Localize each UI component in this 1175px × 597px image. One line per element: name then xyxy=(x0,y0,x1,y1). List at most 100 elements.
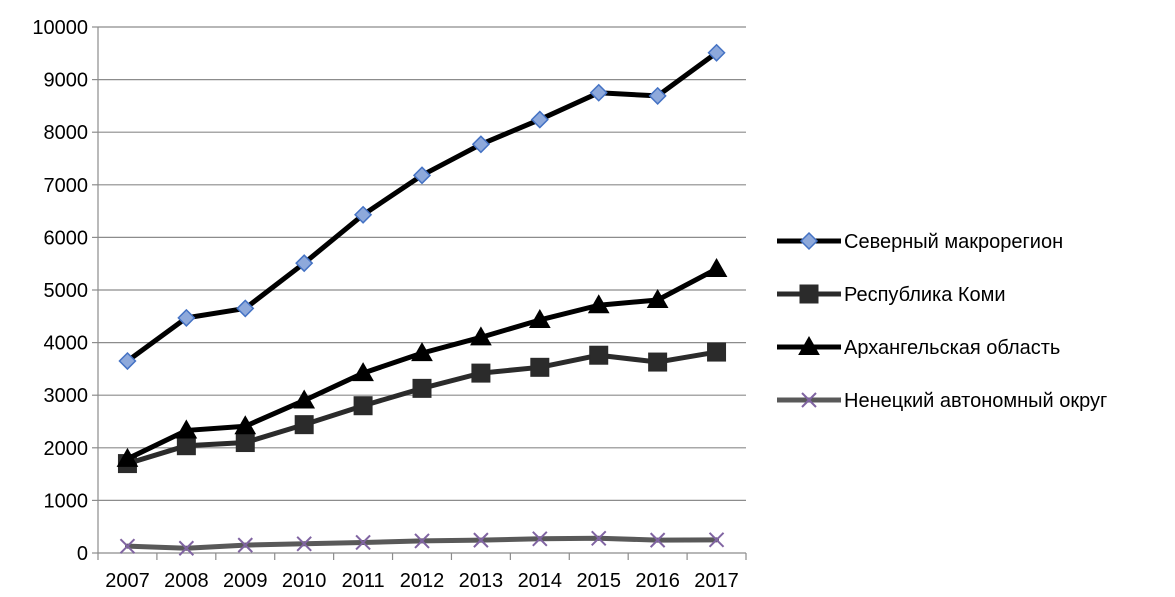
x-tick-labels: 2007 2008 2009 2010 2011 2012 2013 2014 2015 2016… xyxy=(105,570,739,592)
marker-stroke xyxy=(801,392,817,408)
data-point xyxy=(414,533,430,549)
data-point xyxy=(236,299,255,318)
y-tick-label: 6000 xyxy=(44,227,89,249)
x-tick-label: 2015 xyxy=(576,570,621,592)
legend-label: Северный макрорегион xyxy=(844,231,1063,253)
data-point xyxy=(471,363,491,383)
y-tick-label: 10000 xyxy=(32,17,88,39)
x-tick-label: 2010 xyxy=(282,570,327,592)
legend-label: Республика Коми xyxy=(844,284,1006,306)
data-point xyxy=(530,357,550,377)
data-point xyxy=(235,433,255,453)
y-tick-label: 2000 xyxy=(44,438,89,460)
data-point xyxy=(293,389,316,409)
x-tick-label: 2016 xyxy=(635,570,680,592)
legend-item-3: Архангельская область xyxy=(777,335,1060,359)
x-tick-label: 2011 xyxy=(342,570,385,592)
y-tick-label: 4000 xyxy=(44,333,89,355)
x-tick-label: 2012 xyxy=(400,570,445,592)
x-tick-label: 2008 xyxy=(164,570,209,592)
data-point xyxy=(705,257,728,277)
series-2 xyxy=(117,342,727,474)
legend: Северный макрорегион Республика Коми Архан… xyxy=(777,231,1107,412)
data-point xyxy=(412,378,432,398)
data-point xyxy=(471,135,490,154)
marker-stroke xyxy=(119,538,136,554)
y-tick-label: 7000 xyxy=(44,175,89,197)
legend-item-1: Северный макрорегион xyxy=(777,231,1063,253)
series-1 xyxy=(118,43,726,371)
y-tick-labels: 0 1000 2000 3000 4000 5000 6000 7000 8000 9000 100… xyxy=(32,17,88,565)
series-line xyxy=(124,50,720,364)
data-point xyxy=(591,530,607,546)
data-point xyxy=(589,345,609,365)
series-group xyxy=(116,43,728,556)
axes xyxy=(92,26,747,560)
y-tick-label: 9000 xyxy=(44,70,89,92)
x-tick-label: 2013 xyxy=(459,570,504,592)
marker-stroke xyxy=(649,532,666,548)
data-point xyxy=(532,531,548,547)
legend-marker xyxy=(799,284,819,304)
data-point xyxy=(649,532,666,548)
x-tick-label: 2009 xyxy=(223,570,268,592)
marker-stroke xyxy=(532,531,548,547)
y-tick-label: 1000 xyxy=(44,490,89,512)
data-point xyxy=(411,342,433,362)
data-point xyxy=(116,447,139,467)
data-point xyxy=(355,534,371,551)
marker-stroke xyxy=(355,534,371,551)
y-tick-label: 5000 xyxy=(44,280,89,302)
data-point xyxy=(528,308,551,328)
legend-marker xyxy=(799,231,819,251)
legend-label: Ненецкий автономный округ xyxy=(844,390,1107,412)
series-4 xyxy=(119,530,725,556)
y-tick-label: 0 xyxy=(77,543,88,565)
marker-stroke xyxy=(296,536,312,552)
gridlines xyxy=(98,26,746,501)
data-point xyxy=(530,110,549,129)
data-point xyxy=(648,86,667,105)
x-tick-label: 2017 xyxy=(694,570,739,592)
data-point xyxy=(118,351,137,371)
data-point xyxy=(176,436,196,456)
data-point xyxy=(177,308,196,327)
series-line xyxy=(124,349,720,467)
data-point xyxy=(352,362,374,382)
data-point xyxy=(470,326,492,346)
marker-stroke xyxy=(591,530,607,546)
data-point xyxy=(589,83,608,102)
data-point xyxy=(648,352,668,372)
data-point xyxy=(294,415,314,435)
data-point xyxy=(175,419,198,439)
x-tick-label: 2007 xyxy=(105,570,150,592)
series-line xyxy=(124,266,720,462)
legend-marker xyxy=(798,335,820,355)
y-tick-label: 3000 xyxy=(44,385,89,407)
data-point xyxy=(708,532,725,548)
marker-stroke xyxy=(473,532,489,548)
data-point xyxy=(295,254,314,273)
legend-label: Архангельская область xyxy=(844,337,1060,359)
legend-item-4: Ненецкий автономный округ xyxy=(777,390,1107,412)
data-point xyxy=(473,532,489,548)
data-point xyxy=(178,540,195,556)
data-point xyxy=(707,43,726,62)
marker-stroke xyxy=(237,537,253,553)
data-point xyxy=(354,205,373,224)
data-point xyxy=(237,537,253,553)
legend-marker xyxy=(801,392,817,408)
data-point xyxy=(587,294,610,314)
marker-stroke xyxy=(178,540,195,556)
data-point xyxy=(296,536,312,552)
data-point xyxy=(412,166,432,185)
marker-stroke xyxy=(414,533,430,549)
data-point xyxy=(707,342,727,362)
data-point xyxy=(234,415,257,435)
marker-stroke xyxy=(708,532,725,548)
x-tick-label: 2014 xyxy=(518,570,563,592)
legend-item-2: Республика Коми xyxy=(777,284,1006,306)
data-point xyxy=(646,288,669,308)
series-3 xyxy=(116,257,728,467)
